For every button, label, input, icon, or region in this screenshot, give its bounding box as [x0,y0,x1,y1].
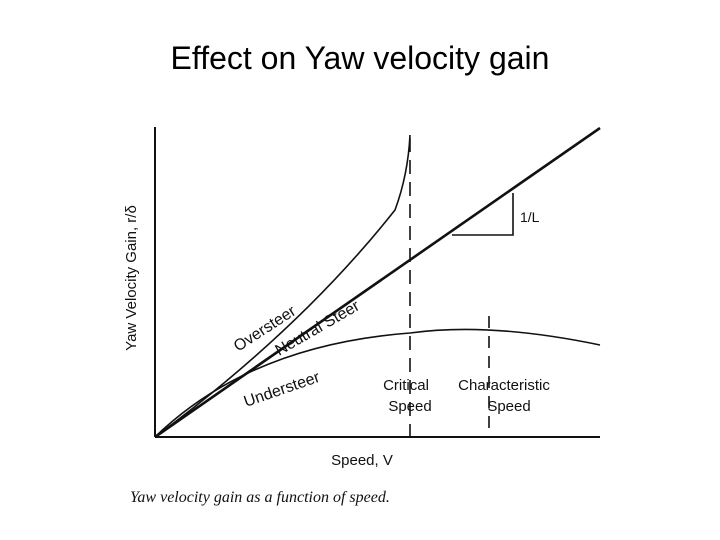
slope-triangle [452,193,514,236]
figure-caption: Yaw velocity gain as a function of speed… [130,489,390,506]
x-axis-label: Speed, V [331,452,393,469]
understeer-label: Understeer [242,369,323,411]
oversteer-curve [154,134,411,438]
y-axis-label: Yaw Velocity Gain, r/δ [123,205,140,351]
characteristic-speed-label-line2: Speed [487,398,530,415]
slide-title: Effect on Yaw velocity gain [170,40,550,76]
understeer-curve [154,328,601,438]
critical-speed-label-line2: Speed [388,398,431,415]
characteristic-speed-label-line1: Characteristic [458,377,550,394]
neutral-steer-line [154,126,601,439]
slope-label: 1/L [520,209,540,225]
critical-speed-label-line1: Critical [383,377,429,394]
